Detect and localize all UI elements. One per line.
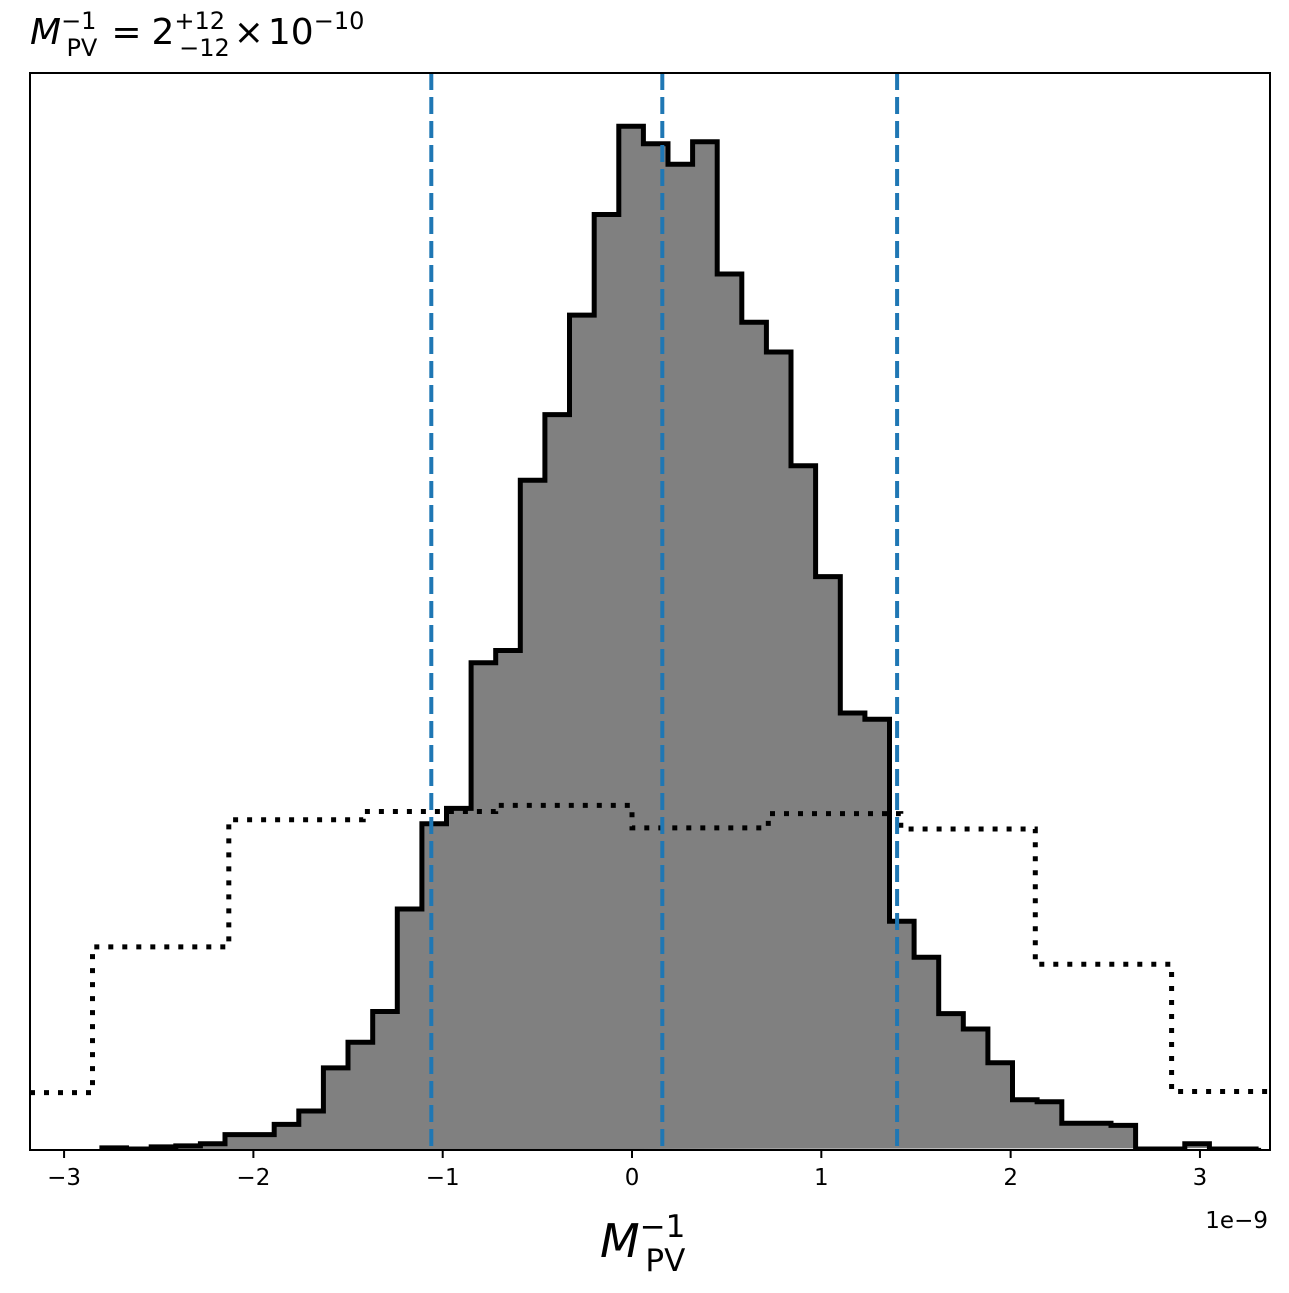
prior-histogram-outline <box>30 802 1270 1096</box>
chart-title: M−1 PV = 2+12 −12 × 10−10 <box>30 7 364 62</box>
title-base: 10 <box>268 12 314 53</box>
title-median: 2 <box>152 12 175 53</box>
x-tick-label: −1 <box>426 1165 460 1191</box>
posterior-histogram-outline <box>99 123 1262 1150</box>
title-exponent: −10 <box>314 7 365 35</box>
x-axis-label: M−1 PV <box>600 1209 685 1279</box>
title-symbol: M <box>30 12 61 53</box>
x-tick-label: −2 <box>236 1165 270 1191</box>
xlabel-superscript: −1 <box>640 1209 686 1245</box>
xlabel-symbol: M <box>600 1214 640 1268</box>
title-plus: +12 <box>174 7 225 35</box>
posterior-histogram-fill <box>101 126 1259 1150</box>
x-tick-label: 0 <box>625 1165 640 1191</box>
title-minus: −12 <box>179 34 230 62</box>
x-tick-label: 1 <box>814 1165 829 1191</box>
reference-lines <box>429 73 900 1150</box>
x-axis-ticks: −3 −2 −1 0 1 2 3 <box>47 1150 1207 1191</box>
title-subscript: PV <box>66 34 97 62</box>
title-superscript: −1 <box>61 7 96 35</box>
plot-frame <box>29 72 1271 1151</box>
x-tick-label: 2 <box>1003 1165 1018 1191</box>
title-times: × <box>234 12 264 53</box>
title-equals: = <box>111 12 141 53</box>
x-tick-label: 3 <box>1193 1165 1208 1191</box>
xlabel-subscript: PV <box>645 1243 685 1279</box>
x-tick-label: −3 <box>47 1165 81 1191</box>
x-offset-label: 1e−9 <box>1205 1208 1268 1234</box>
